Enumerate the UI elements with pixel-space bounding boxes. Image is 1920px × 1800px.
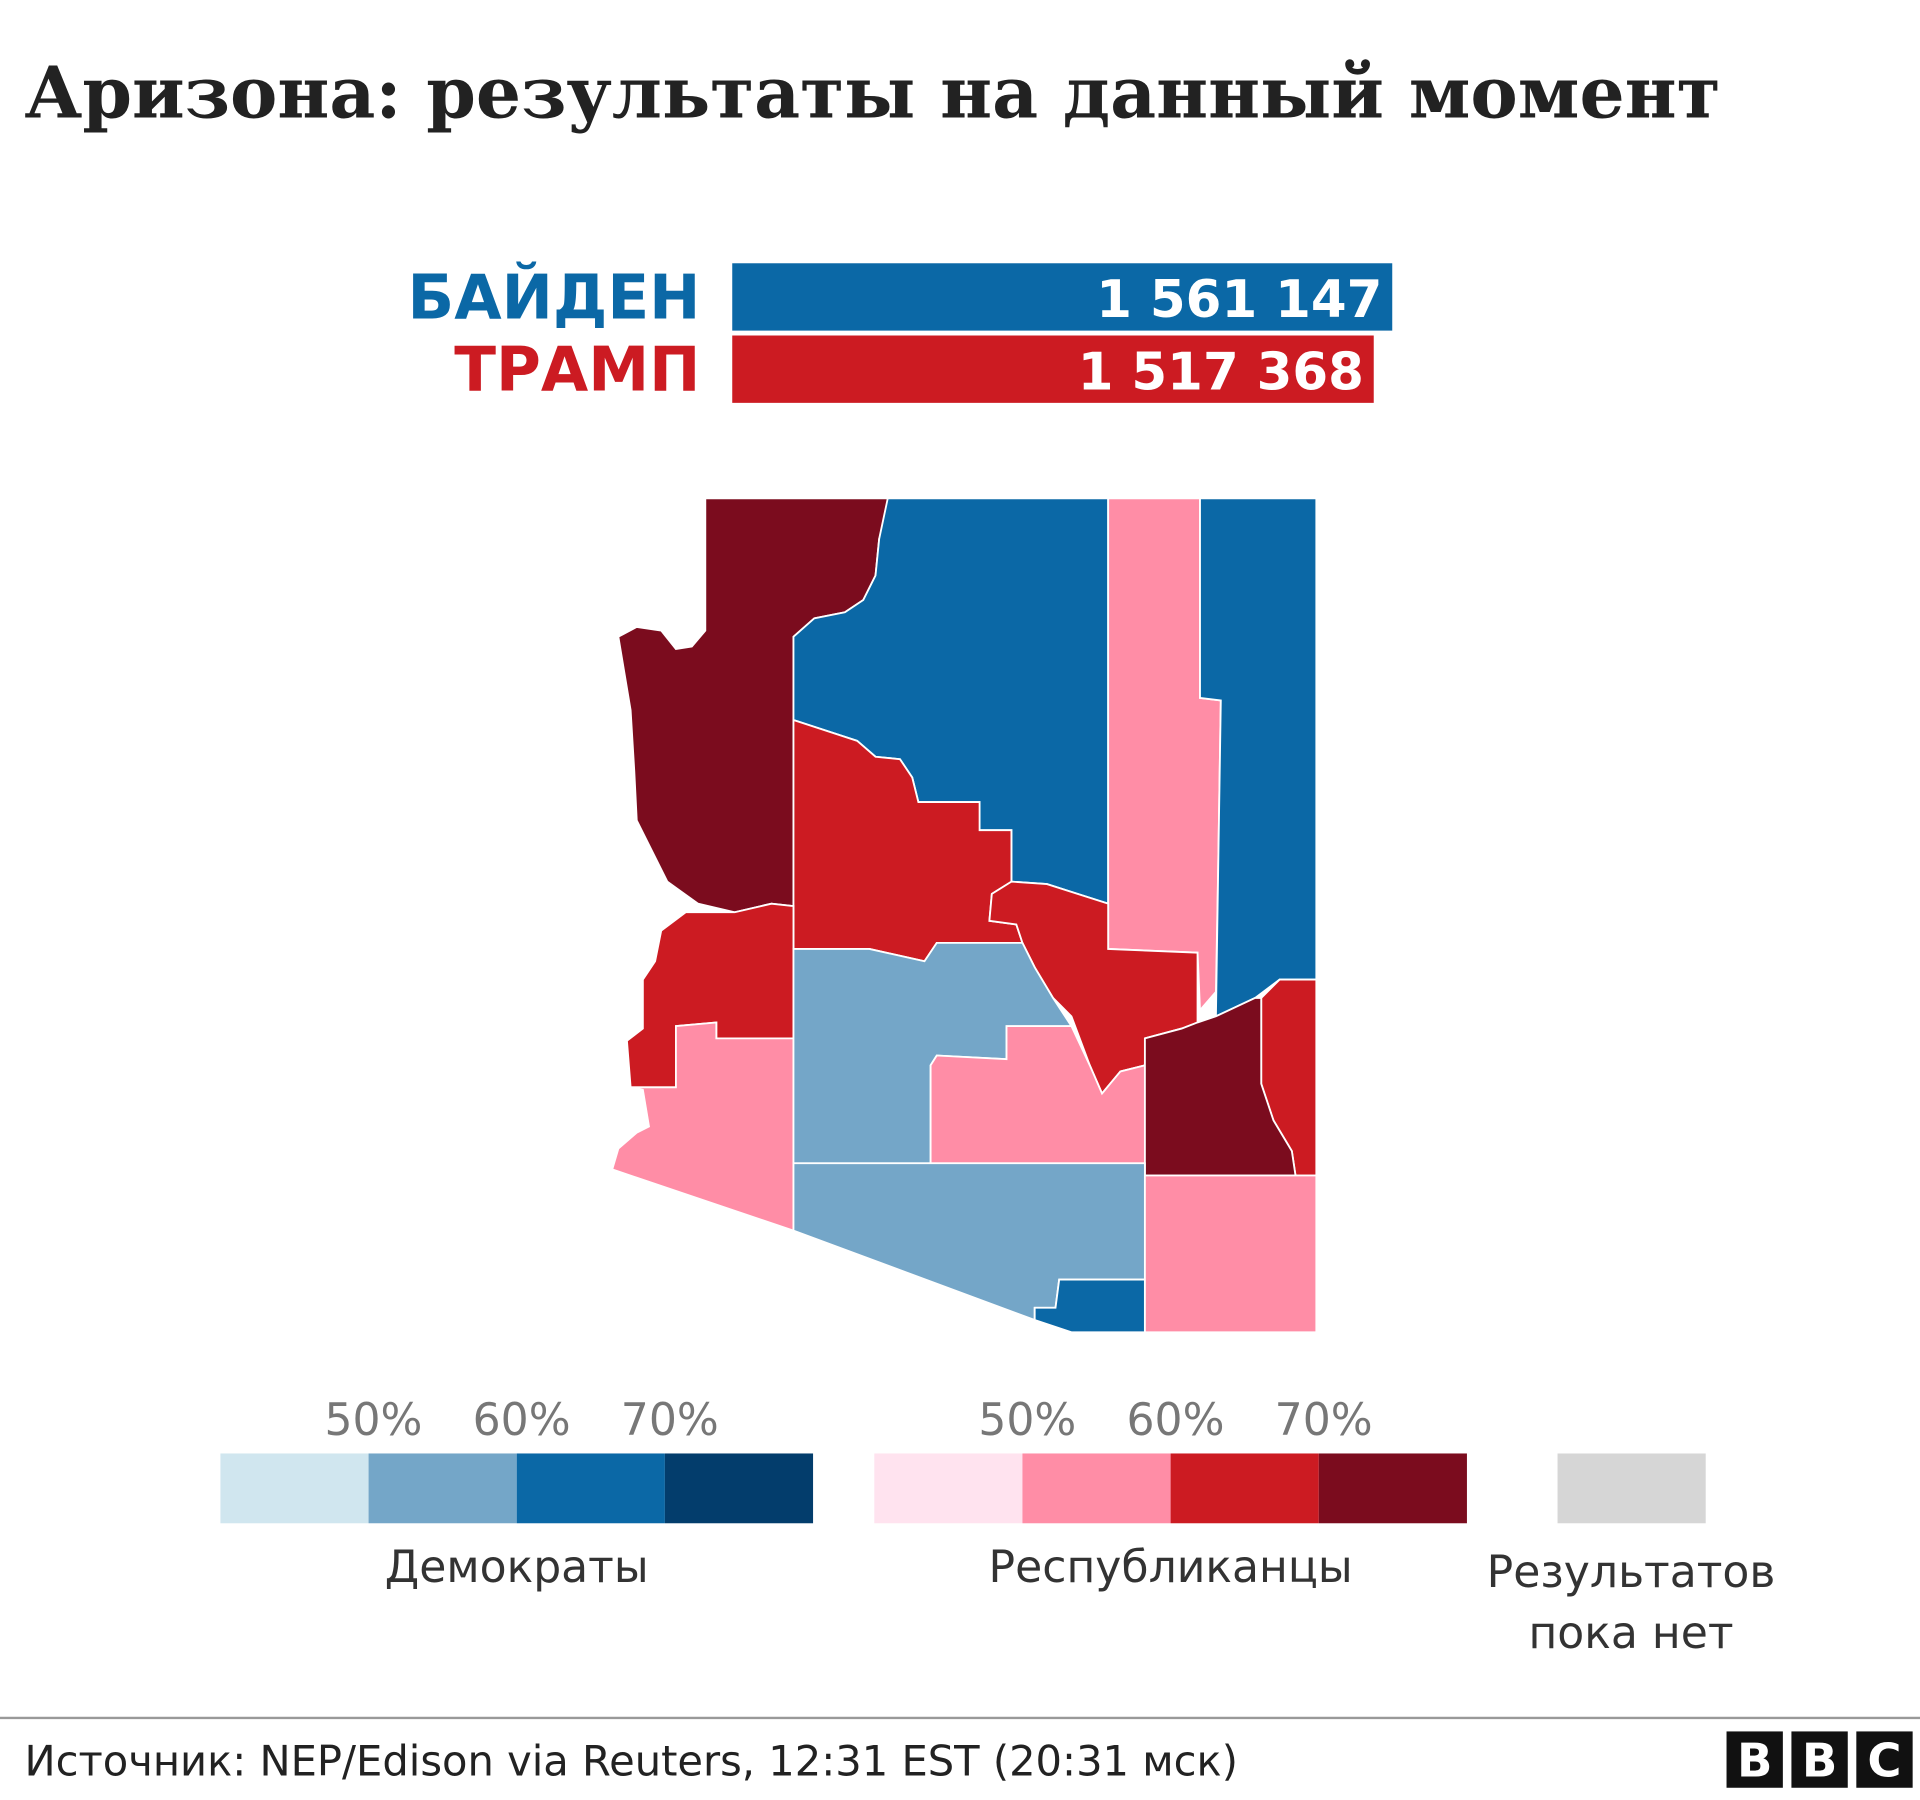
vote-bar: [732, 335, 1374, 403]
logo-letter: B: [1802, 1734, 1837, 1788]
legend-tick: 50%: [978, 1395, 1076, 1446]
legend-tick: 70%: [621, 1395, 719, 1446]
vote-label: 1 561 147: [1096, 270, 1382, 330]
county: [611, 1021, 795, 1232]
legend-swatch: [1170, 1453, 1319, 1524]
logo-box: [1791, 1731, 1848, 1788]
title: Аризона: результаты на данный момент: [24, 51, 1720, 135]
vote-bar: [732, 263, 1393, 331]
legend-swatch: [874, 1453, 1023, 1524]
legend-swatch: [1022, 1453, 1171, 1524]
legend-tick: 50%: [324, 1395, 422, 1446]
legend-swatch: [220, 1453, 369, 1524]
logo-box: [1726, 1731, 1783, 1788]
county: [929, 1025, 1146, 1165]
source: Источник: NEP/Edison via Reuters, 12:31 …: [24, 1737, 1237, 1786]
vote-label: 1 517 368: [1078, 342, 1364, 402]
legend-label: Республиканцы: [989, 1542, 1353, 1593]
legend-swatch: [1557, 1453, 1706, 1524]
legend-swatch: [664, 1453, 814, 1524]
county-map: [611, 497, 1318, 1334]
logo-letter: C: [1867, 1734, 1901, 1788]
logo-box: [1856, 1731, 1913, 1788]
legend-tick: 60%: [473, 1395, 571, 1446]
legend-label: Результатов: [1487, 1547, 1776, 1598]
legend-label: пока нет: [1528, 1608, 1733, 1659]
county: [1143, 1174, 1318, 1334]
legend-tick: 70%: [1275, 1395, 1373, 1446]
legend-label: Демократы: [385, 1542, 649, 1593]
logo-letter: B: [1737, 1734, 1772, 1788]
candidate-name: ТРАМП: [454, 335, 700, 406]
legend-swatch: [516, 1453, 665, 1524]
legend-swatch: [368, 1453, 517, 1524]
legend-tick: 60%: [1127, 1395, 1225, 1446]
legend-swatch: [1318, 1453, 1467, 1524]
candidate-name: БАЙДЕН: [408, 261, 701, 333]
